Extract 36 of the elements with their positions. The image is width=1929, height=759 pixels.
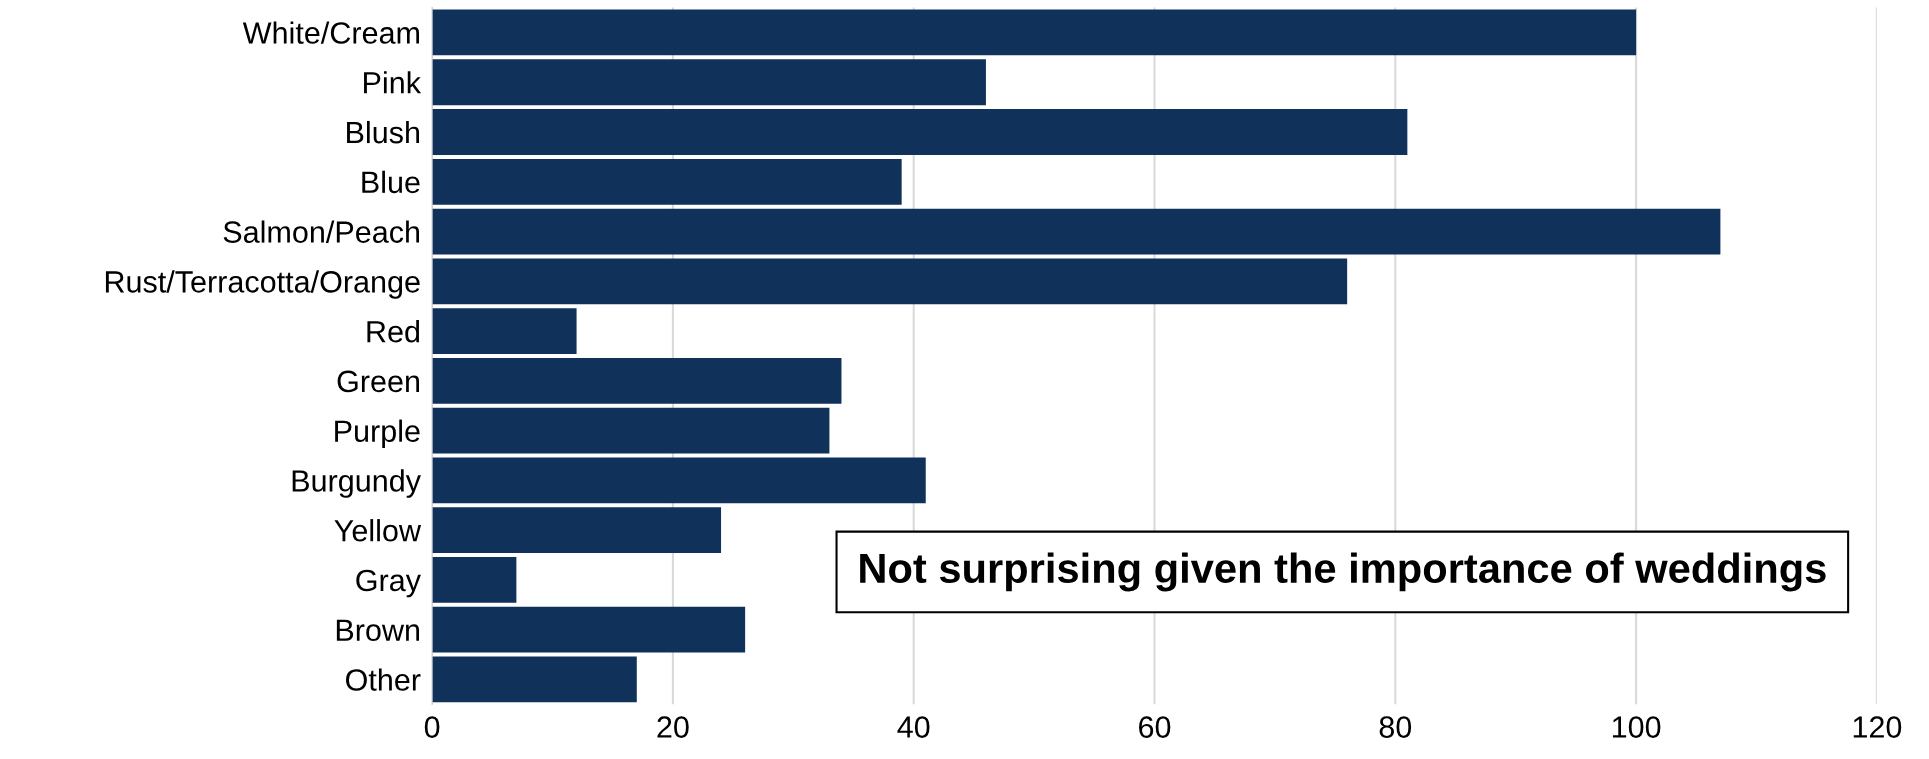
bar — [432, 507, 722, 554]
x-tick-label: 60 — [1139, 716, 1171, 738]
bar — [432, 9, 1637, 56]
bar — [432, 59, 986, 106]
bar — [432, 606, 746, 653]
y-tick-label: Burgundy — [292, 469, 421, 498]
y-tick-label: Green — [337, 370, 420, 393]
bar — [432, 158, 902, 205]
bar — [432, 109, 1408, 155]
bar — [432, 208, 1721, 255]
y-tick-label: White/Cream — [242, 21, 419, 44]
bar — [432, 308, 577, 354]
y-tick-label: Purple — [335, 419, 420, 449]
annotation: Not surprising given the importance of weddings — [860, 552, 1826, 592]
y-tick-label: Brown — [336, 619, 419, 642]
y-tick-label: Rust/Terracotta/Orange — [105, 270, 420, 299]
x-tick-label: 100 — [1612, 716, 1661, 738]
bar — [432, 656, 637, 703]
x-tick-label: 40 — [897, 716, 930, 738]
y-tick-label: Pink — [364, 71, 422, 94]
y-tick-label: Blue — [362, 170, 420, 194]
x-tick-label: 0 — [424, 716, 440, 738]
bar — [432, 357, 842, 404]
y-tick-label: Gray — [356, 569, 421, 598]
y-tick-label: Salmon/Peach — [223, 220, 420, 243]
x-tick-label: 120 — [1853, 716, 1902, 738]
y-tick-label: Blush — [347, 120, 419, 144]
y-tick-label: Yellow — [334, 519, 422, 542]
y-tick-label: Other — [346, 668, 421, 691]
x-tick-label: 80 — [1379, 716, 1412, 738]
bar — [432, 407, 830, 454]
x-tick-label: 20 — [657, 716, 689, 738]
bar — [432, 258, 1348, 305]
y-tick-label: Red — [367, 320, 420, 343]
bar — [432, 457, 926, 504]
bar — [432, 557, 517, 603]
